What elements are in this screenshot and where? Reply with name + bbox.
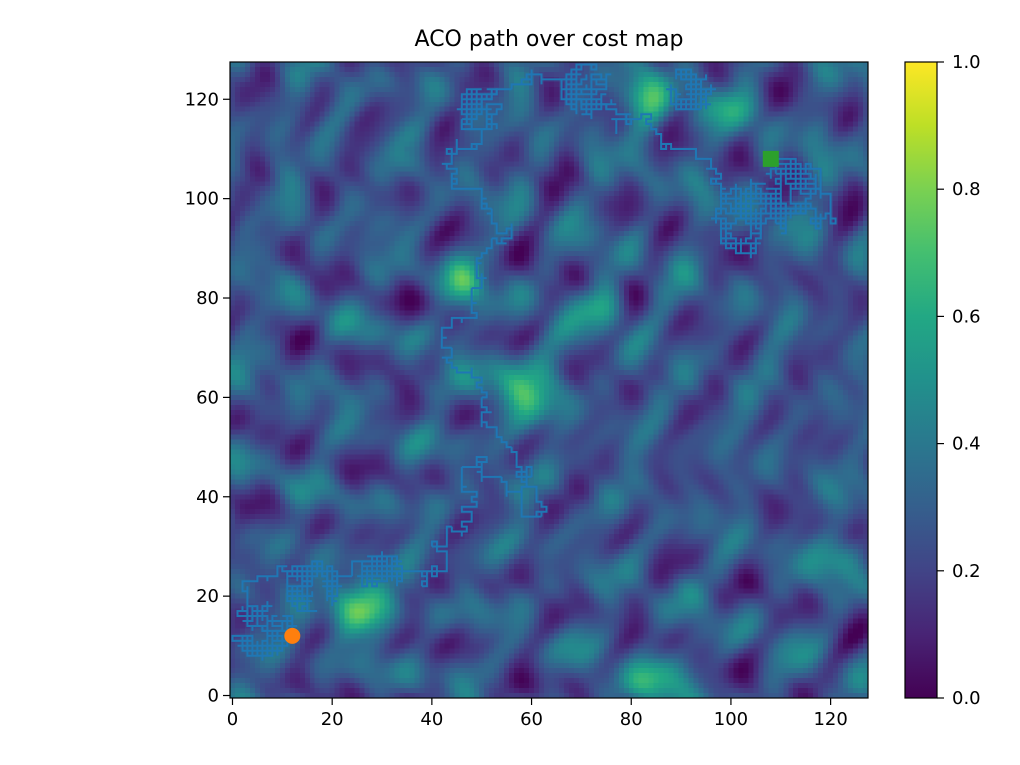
colorbar-tick-label: 0.4: [952, 434, 981, 455]
x-tick-label: 60: [520, 709, 543, 730]
colorbar-tick-label: 1.0: [952, 52, 981, 73]
path-cluster: [666, 68, 716, 111]
y-tick-label: 80: [196, 288, 219, 309]
x-tick-label: 120: [813, 709, 847, 730]
chart-title: ACO path over cost map: [415, 27, 684, 52]
start-marker: [284, 627, 301, 644]
colorbar-ticks: 0.0 0.2 0.4 0.6 0.8 1.0: [937, 52, 981, 709]
plot-area: [230, 62, 868, 698]
path-cluster: [764, 158, 821, 219]
x-axis: 0 20 40 60 80 100 120: [227, 698, 848, 730]
colorbar-tick-label: 0.0: [952, 688, 981, 709]
x-tick-label: 100: [714, 709, 748, 730]
x-tick-label: 0: [227, 709, 238, 730]
y-axis: 0 20 40 60 80 100 120: [185, 89, 230, 707]
goal-marker: [762, 150, 779, 167]
plot-frame: [229, 61, 869, 699]
y-tick-label: 120: [185, 89, 219, 110]
colorbar-tick-label: 0.6: [952, 306, 981, 327]
x-tick-label: 40: [420, 709, 443, 730]
x-tick-label: 20: [321, 709, 344, 730]
colorbar: 0.0 0.2 0.4 0.6 0.8 1.0: [904, 52, 981, 709]
y-tick-label: 100: [185, 189, 219, 210]
path-cluster: [711, 178, 787, 259]
y-tick-label: 0: [208, 686, 219, 707]
endpoint-markers: [284, 150, 779, 644]
path-cluster: [357, 551, 403, 588]
path-cluster: [456, 88, 503, 131]
y-tick-label: 20: [196, 586, 219, 607]
colorbar-tick-label: 0.2: [952, 561, 981, 582]
path-cluster: [286, 560, 343, 612]
colorbar-tick-label: 0.8: [952, 179, 981, 200]
x-tick-label: 80: [620, 709, 643, 730]
aco-path: [231, 63, 837, 661]
y-tick-label: 40: [196, 487, 219, 508]
colorbar-gradient: [904, 61, 938, 699]
y-tick-label: 60: [196, 387, 219, 408]
path-cluster: [231, 601, 298, 661]
path-cluster: [561, 63, 617, 120]
